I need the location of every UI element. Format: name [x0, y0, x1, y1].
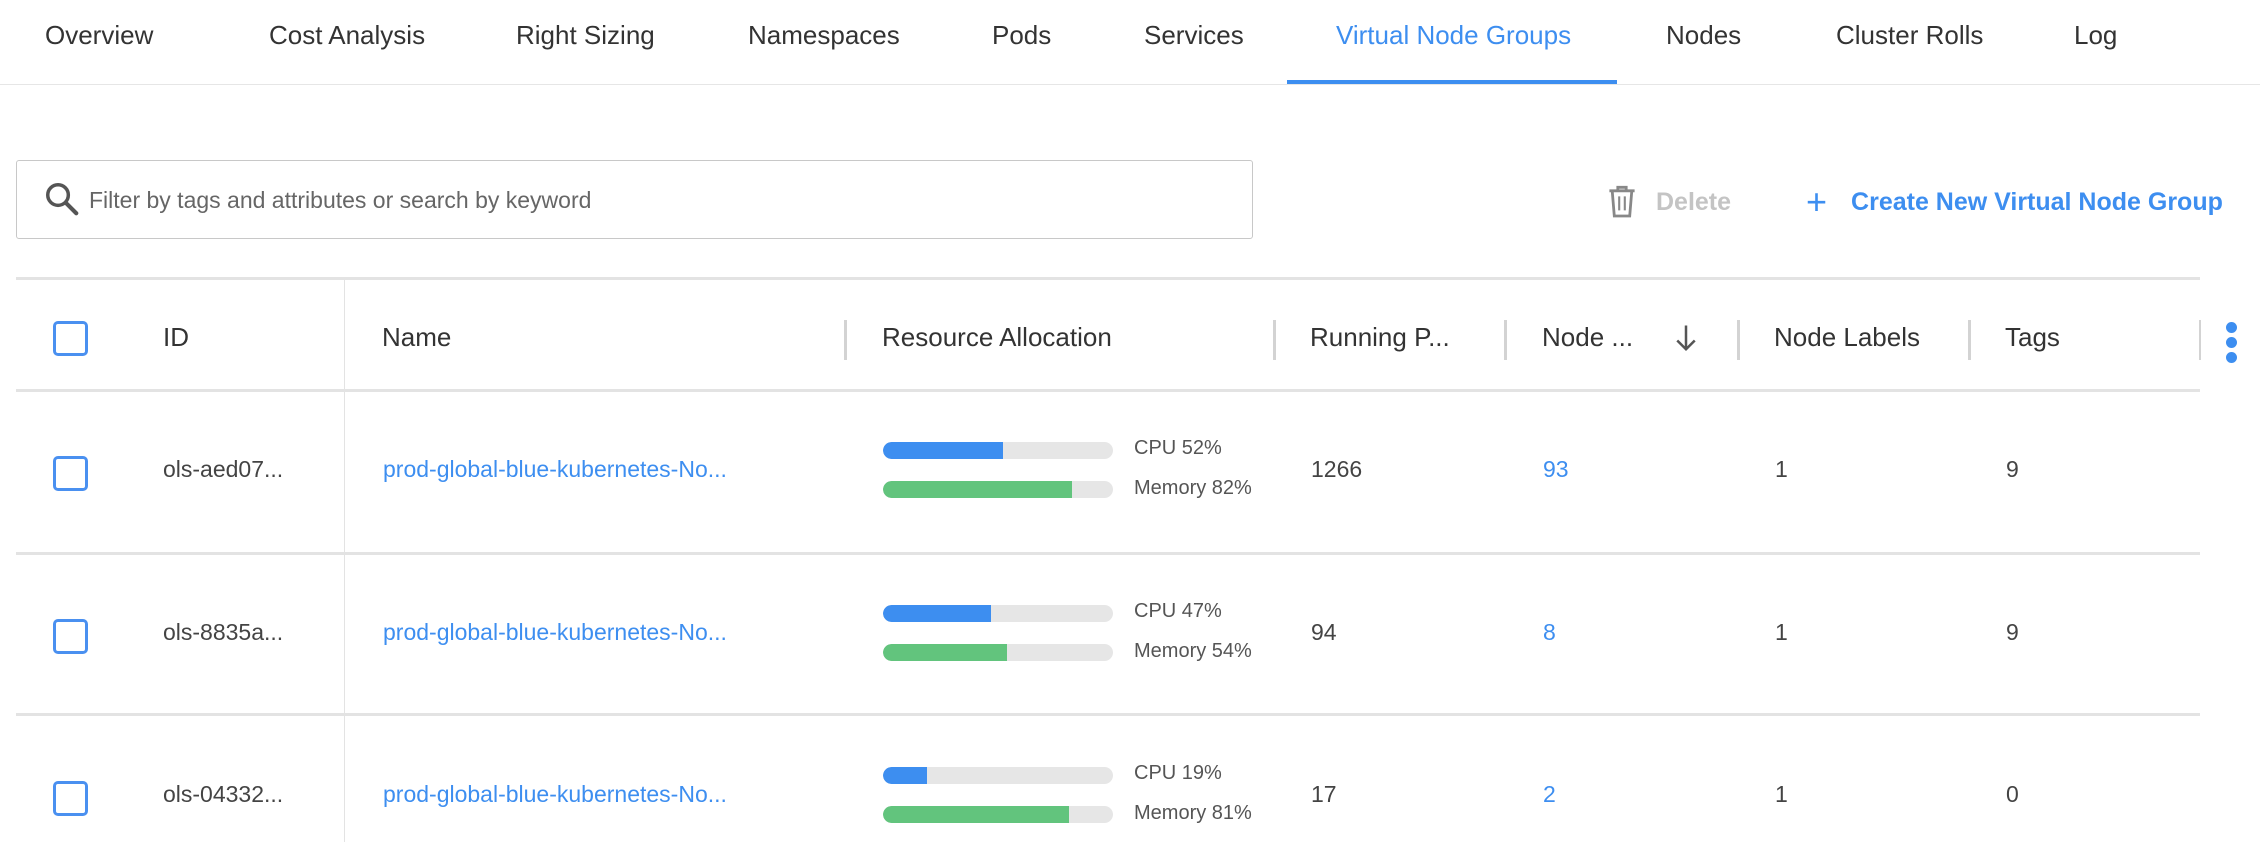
header-divider [16, 389, 2200, 392]
sort-descending-icon[interactable] [1673, 323, 1699, 353]
row-checkbox[interactable] [53, 781, 88, 816]
column-resizer[interactable] [1504, 320, 1507, 360]
memory-bar-fill [883, 806, 1070, 823]
delete-label: Delete [1656, 187, 1732, 216]
create-virtual-node-group-button[interactable]: + Create New Virtual Node Group [1806, 181, 2223, 222]
select-all-checkbox[interactable] [53, 321, 88, 356]
row-tags: 9 [2006, 456, 2019, 482]
column-node-labels[interactable]: Node Labels [1774, 322, 1920, 352]
row-checkbox[interactable] [53, 456, 88, 491]
column-tags[interactable]: Tags [2005, 322, 2060, 352]
tab-bar: Overview Cost Analysis Right Sizing Name… [0, 0, 2260, 85]
column-running-pods[interactable]: Running P... [1310, 322, 1450, 352]
row-running-pods: 94 [1311, 619, 1337, 645]
search-input[interactable] [89, 181, 1229, 219]
row-running-pods: 17 [1311, 781, 1337, 807]
column-id[interactable]: ID [163, 322, 189, 352]
tab-cost-analysis[interactable]: Cost Analysis [269, 20, 426, 50]
cpu-bar [883, 605, 1113, 622]
active-tab-indicator [1287, 80, 1617, 84]
tab-services[interactable]: Services [1144, 20, 1244, 50]
row-name-link[interactable]: prod-global-blue-kubernetes-No... [383, 456, 727, 482]
tab-nodes[interactable]: Nodes [1666, 20, 1742, 50]
column-options-icon[interactable] [2226, 322, 2238, 367]
cpu-label: CPU 47% [1134, 600, 1222, 622]
row-node-labels: 1 [1775, 619, 1788, 645]
search-icon [46, 183, 79, 216]
tab-pods[interactable]: Pods [992, 20, 1052, 50]
row-node-labels: 1 [1775, 456, 1788, 482]
column-resizer[interactable] [1968, 320, 1971, 360]
row-running-pods: 1266 [1311, 456, 1363, 482]
memory-bar [883, 644, 1113, 661]
cpu-bar-fill [883, 605, 992, 622]
row-node-labels: 1 [1775, 781, 1788, 807]
column-name[interactable]: Name [382, 322, 452, 352]
cpu-bar-fill [883, 767, 927, 784]
create-label: Create New Virtual Node Group [1851, 187, 2223, 216]
plus-icon: + [1806, 181, 1828, 222]
row-id: ols-8835a... [163, 619, 284, 645]
row-nodes-link[interactable]: 93 [1543, 456, 1569, 482]
column-resizer[interactable] [844, 320, 847, 360]
frozen-column-divider [344, 280, 345, 842]
row-nodes-link[interactable]: 8 [1543, 619, 1556, 645]
row-checkbox[interactable] [53, 619, 88, 654]
tab-namespaces[interactable]: Namespaces [748, 20, 900, 50]
row-name-link[interactable]: prod-global-blue-kubernetes-No... [383, 619, 727, 645]
row-tags: 9 [2006, 619, 2019, 645]
row-id: ols-aed07... [163, 456, 284, 482]
tab-overview[interactable]: Overview [45, 20, 154, 50]
tab-right-sizing[interactable]: Right Sizing [516, 20, 655, 50]
column-resizer[interactable] [1737, 320, 1740, 360]
row-tags: 0 [2006, 781, 2019, 807]
row-id: ols-04332... [163, 781, 284, 807]
memory-bar-fill [883, 644, 1008, 661]
search-box[interactable] [16, 160, 1253, 239]
memory-bar [883, 481, 1113, 498]
row-nodes-link[interactable]: 2 [1543, 781, 1556, 807]
cpu-label: CPU 52% [1134, 437, 1222, 459]
column-nodes[interactable]: Node ... [1542, 322, 1634, 352]
tab-log[interactable]: Log [2074, 20, 2118, 50]
memory-bar-fill [883, 481, 1072, 498]
column-resizer[interactable] [1273, 320, 1276, 360]
memory-bar [883, 806, 1113, 823]
column-resource-allocation[interactable]: Resource Allocation [882, 322, 1112, 352]
row-divider [16, 552, 2200, 555]
memory-label: Memory 82% [1134, 477, 1252, 499]
row-divider [16, 713, 2200, 716]
tab-virtual-node-groups[interactable]: Virtual Node Groups [1336, 20, 1572, 50]
cpu-label: CPU 19% [1134, 762, 1222, 784]
table-top-border [16, 277, 2200, 280]
tab-cluster-rolls[interactable]: Cluster Rolls [1836, 20, 1984, 50]
memory-label: Memory 81% [1134, 802, 1252, 824]
row-name-link[interactable]: prod-global-blue-kubernetes-No... [383, 781, 727, 807]
cpu-bar [883, 442, 1113, 459]
memory-label: Memory 54% [1134, 640, 1252, 662]
column-resizer[interactable] [2199, 320, 2201, 360]
delete-button[interactable]: Delete [1608, 182, 1731, 222]
cpu-bar [883, 767, 1113, 784]
trash-icon [1609, 185, 1635, 218]
cpu-bar-fill [883, 442, 1003, 459]
